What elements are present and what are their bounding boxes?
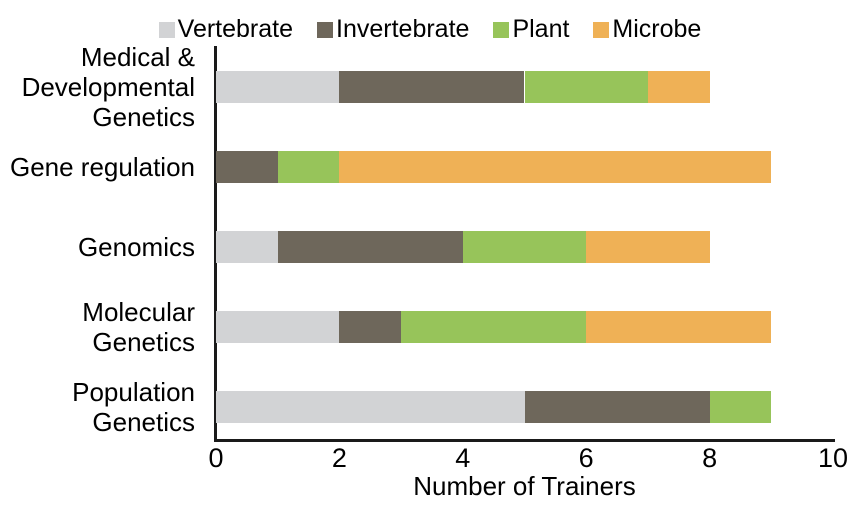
bar-segment-plant — [524, 71, 648, 103]
bar-segment-vertebrate — [216, 231, 278, 263]
bar-segment-plant — [401, 311, 587, 343]
bar-segment-microbe — [339, 151, 772, 183]
bar-segment-invertebrate — [339, 71, 525, 103]
legend-swatch-icon — [593, 22, 610, 38]
legend-swatch-icon — [493, 22, 510, 38]
category-label: Molecular Genetics — [82, 297, 195, 357]
legend-label: Vertebrate — [177, 15, 294, 43]
legend-item-microbe: Microbe — [593, 13, 701, 45]
x-tick-label: 0 — [208, 443, 224, 473]
category-label: Population Genetics — [72, 377, 195, 437]
x-tick-label: 10 — [817, 443, 849, 473]
legend-label: Invertebrate — [336, 15, 470, 43]
legend-label: Microbe — [612, 15, 702, 43]
legend-label: Plant — [512, 15, 570, 43]
category-label: Gene regulation — [9, 152, 195, 182]
bar-segment-vertebrate — [216, 311, 340, 343]
bar-segment-vertebrate — [216, 71, 340, 103]
bar-segment-invertebrate — [339, 311, 402, 343]
x-tick-label: 8 — [702, 443, 718, 473]
bar-segment-invertebrate — [277, 231, 463, 263]
category-label: Medical & Developmental Genetics — [21, 42, 195, 132]
chart-legend: Vertebrate Invertebrate Plant Microbe — [0, 13, 860, 45]
bar-segment-microbe — [586, 231, 710, 263]
bar-segment-invertebrate — [524, 391, 710, 423]
bar-segment-plant — [709, 391, 772, 423]
legend-swatch-icon — [317, 22, 334, 38]
x-tick-label: 2 — [331, 443, 347, 473]
bar-segment-vertebrate — [216, 391, 525, 423]
legend-item-vertebrate: Vertebrate — [158, 13, 294, 45]
y-axis-line — [214, 46, 217, 441]
bar-segment-microbe — [647, 71, 710, 103]
bar-segment-invertebrate — [216, 151, 278, 183]
category-label: Genomics — [77, 232, 195, 262]
bar-segment-plant — [277, 151, 340, 183]
x-axis-line — [214, 439, 835, 442]
legend-swatch-icon — [158, 22, 175, 38]
legend-item-plant: Plant — [493, 13, 569, 45]
bar-segment-plant — [462, 231, 587, 263]
x-axis-title: Number of Trainers — [413, 471, 636, 501]
bar-segment-microbe — [586, 311, 772, 343]
legend-item-invertebrate: Invertebrate — [317, 13, 469, 45]
x-tick-label: 6 — [578, 443, 594, 473]
x-tick-label: 4 — [455, 443, 471, 473]
